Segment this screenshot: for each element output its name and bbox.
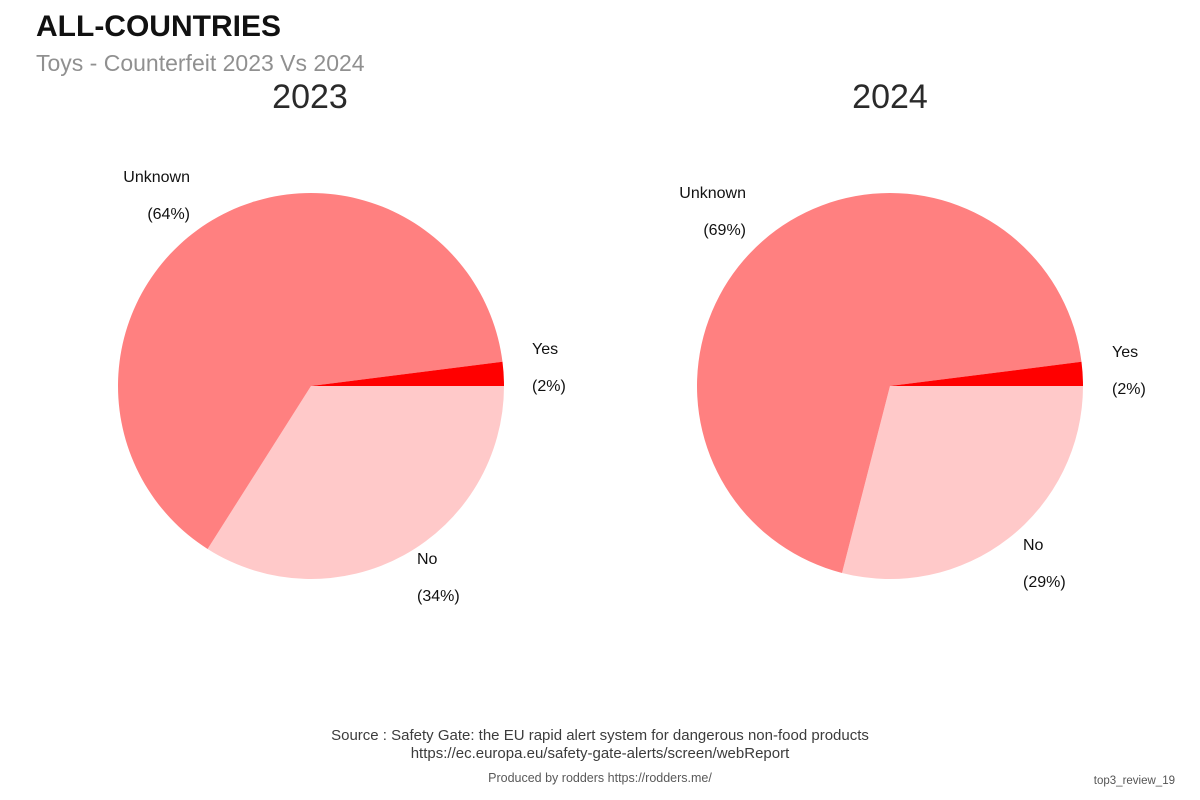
chart-title-2024: 2024 bbox=[852, 78, 928, 116]
pie-slice-yes bbox=[311, 361, 504, 386]
slice-label-text: No bbox=[1023, 537, 1044, 554]
slice-pct-text: (2%) bbox=[1112, 381, 1146, 398]
page-title: ALL-COUNTRIES bbox=[36, 10, 281, 43]
pie-slice-no bbox=[207, 386, 504, 580]
slice-pct-text: (2%) bbox=[532, 378, 566, 395]
slice-pct-text: (29%) bbox=[1023, 574, 1066, 591]
slice-label-unknown: Unknown (64%) bbox=[40, 168, 190, 224]
slice-label-text: Unknown bbox=[123, 169, 190, 186]
chart-title-2023: 2023 bbox=[272, 78, 348, 116]
source-url: https://ec.europa.eu/safety-gate-alerts/… bbox=[410, 744, 790, 762]
slice-label-text: Yes bbox=[1112, 344, 1139, 361]
slice-pct-text: (69%) bbox=[703, 222, 746, 239]
slice-pct-text: (34%) bbox=[417, 588, 460, 605]
source-line-1: Source : Safety Gate: the EU rapid alert… bbox=[331, 727, 869, 744]
pie-slice-unknown bbox=[697, 193, 1082, 573]
pie-slice-yes bbox=[890, 361, 1083, 386]
slice-label-no: No (34%) bbox=[417, 550, 460, 606]
slice-label-text: Unknown bbox=[679, 185, 746, 202]
page-subtitle: Toys - Counterfeit 2023 Vs 2024 bbox=[36, 50, 365, 76]
slice-label-no: No (29%) bbox=[1023, 536, 1066, 592]
slice-label-text: Yes bbox=[532, 341, 559, 358]
footer: Source : Safety Gate: the EU rapid alert… bbox=[0, 727, 1200, 785]
slice-label-yes: Yes (2%) bbox=[1112, 343, 1146, 399]
watermark: top3_review_19 bbox=[1093, 775, 1175, 787]
slice-pct-text: (64%) bbox=[147, 206, 190, 223]
pie-chart-2024 bbox=[697, 193, 1083, 580]
produced-by: Produced by rodders https://rodders.me/ bbox=[488, 771, 712, 785]
pie-slice-unknown bbox=[118, 193, 503, 549]
pie-chart-2023 bbox=[118, 193, 504, 580]
pie-slice-no bbox=[842, 386, 1083, 580]
slice-label-unknown: Unknown (69%) bbox=[596, 184, 746, 240]
slice-label-yes: Yes (2%) bbox=[532, 340, 566, 396]
slice-label-text: No bbox=[417, 551, 438, 568]
